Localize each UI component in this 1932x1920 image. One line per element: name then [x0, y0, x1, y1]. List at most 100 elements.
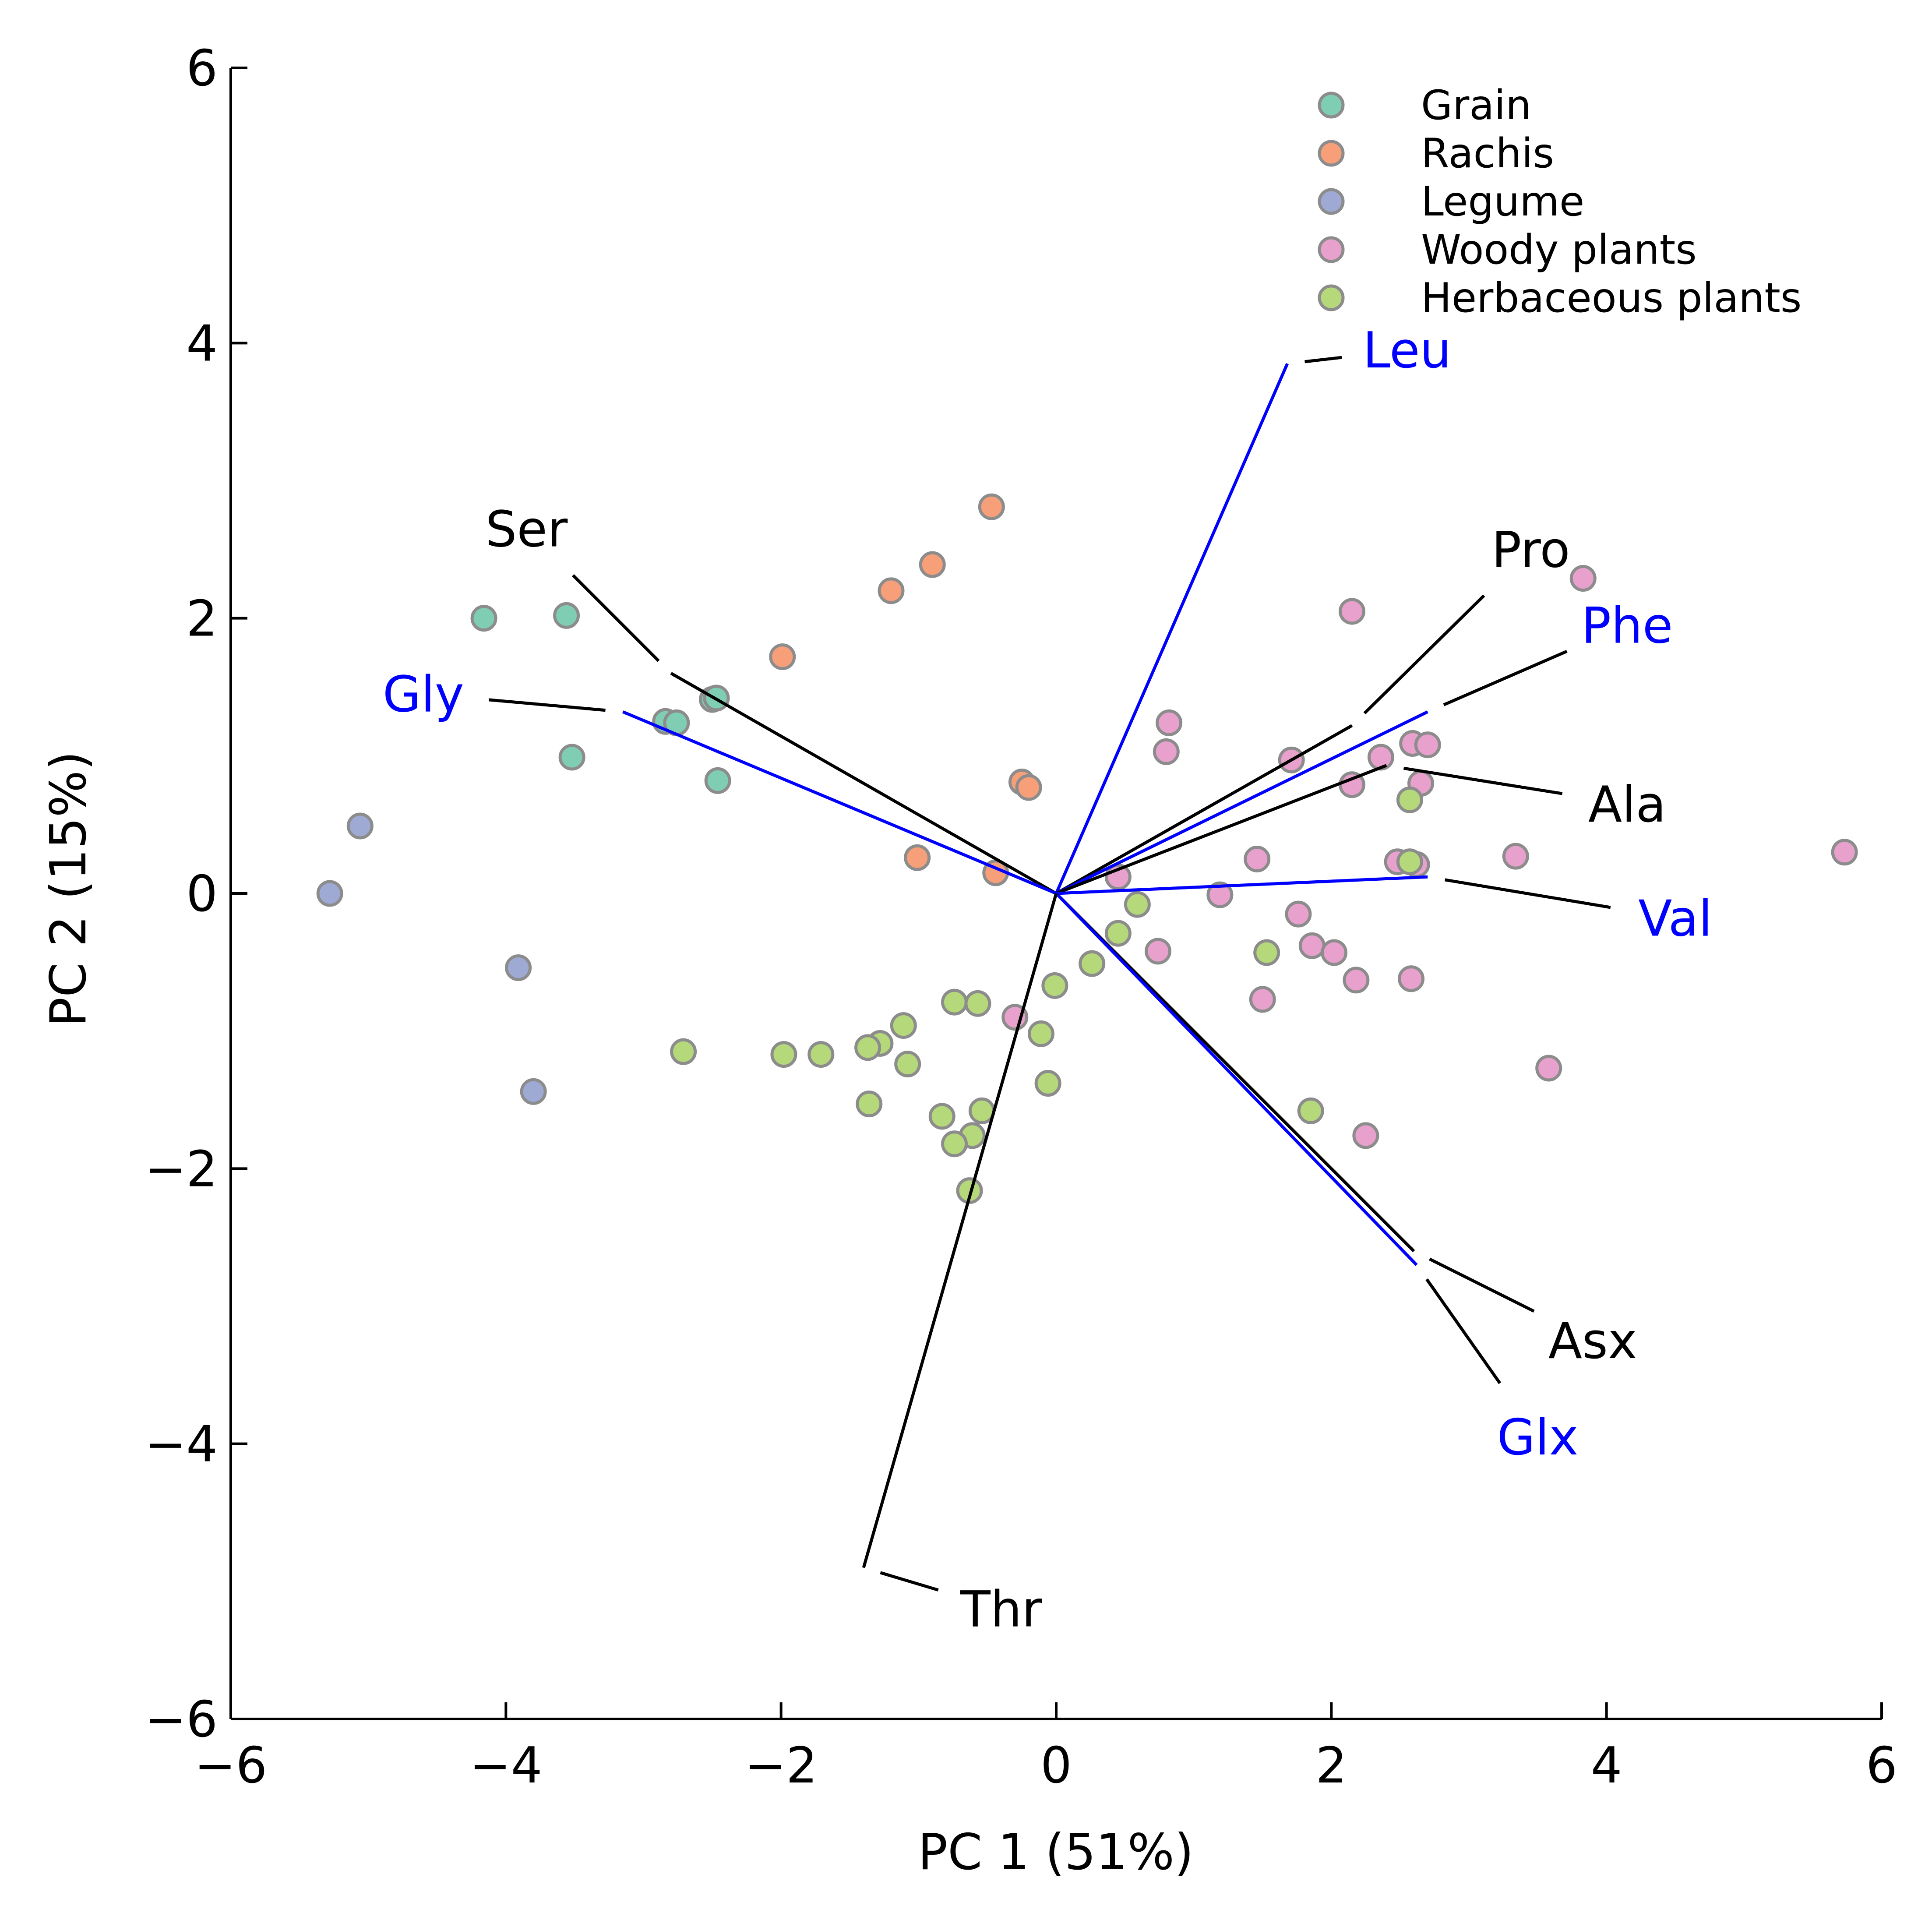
- x-tick-label: 6: [1866, 1736, 1897, 1794]
- data-point-woody-plants: [1321, 939, 1348, 966]
- data-point-herbaceous-plants: [928, 1103, 955, 1130]
- label-connector: [1304, 356, 1342, 364]
- loading-label: Val: [1638, 890, 1712, 948]
- data-point-herbaceous-plants: [1297, 1097, 1324, 1124]
- data-point-legume: [520, 1078, 547, 1105]
- data-point-herbaceous-plants: [854, 1034, 881, 1061]
- series-herbaceous-plants: [670, 786, 1423, 1204]
- loading-leu: Leu: [1054, 321, 1451, 894]
- label-connector: [1443, 649, 1568, 706]
- loading-ser: Ser: [486, 500, 1057, 895]
- data-point-herbaceous-plants: [856, 1091, 883, 1118]
- data-point-legume: [505, 954, 532, 981]
- loading-arrow: [622, 710, 1057, 895]
- data-point-herbaceous-plants: [807, 1041, 835, 1068]
- data-point-herbaceous-plants: [1396, 848, 1423, 875]
- data-point-woody-plants: [1502, 843, 1529, 870]
- data-point-woody-plants: [1398, 965, 1425, 992]
- legend-label: Rachis: [1421, 130, 1554, 177]
- y-axis-label: PC 2 (15%): [39, 751, 97, 1027]
- legend-entry: Woody plants: [1318, 226, 1697, 273]
- data-point-herbaceous-plants: [956, 1177, 983, 1204]
- x-tick-label: −4: [469, 1736, 543, 1794]
- data-point-woody-plants: [1206, 881, 1234, 908]
- y-tick-label: −6: [145, 1691, 218, 1748]
- axes: −6 −4 −2 0 2 4 6 −6 −4 −2 0 2 4 6: [145, 39, 1897, 1794]
- loading-label: Thr: [960, 1581, 1043, 1638]
- data-point-grain: [470, 605, 497, 632]
- legend-label: Woody plants: [1421, 226, 1697, 273]
- legend-entry: Grain: [1318, 81, 1531, 129]
- legend-entry: Legume: [1318, 178, 1584, 225]
- loading-arrow: [1055, 724, 1353, 895]
- x-tick-label: 4: [1591, 1736, 1622, 1794]
- data-point-woody-plants: [1352, 1122, 1379, 1149]
- data-point-woody-plants: [1285, 900, 1312, 928]
- y-tick-label: −2: [145, 1140, 218, 1198]
- data-point-herbaceous-plants: [1034, 1070, 1061, 1097]
- label-connector: [880, 1571, 939, 1592]
- loading-ala: Ala: [1055, 764, 1666, 895]
- data-point-herbaceous-plants: [1253, 939, 1280, 966]
- data-point-herbaceous-plants: [1104, 920, 1132, 947]
- label-connector: [572, 574, 660, 662]
- loading-arrow: [1054, 363, 1289, 894]
- legend-marker: [1318, 236, 1345, 263]
- legend-label: Grain: [1421, 81, 1531, 129]
- y-tick-label: 0: [186, 865, 218, 923]
- label-connector: [488, 698, 606, 712]
- label-connector: [1429, 1257, 1535, 1313]
- x-axis-label: PC 1 (51%): [918, 1823, 1194, 1881]
- label-connector: [1403, 766, 1563, 795]
- data-point-rachis: [1015, 774, 1042, 801]
- data-point-herbaceous-plants: [770, 1041, 797, 1068]
- data-point-woody-plants: [1249, 986, 1276, 1013]
- data-point-herbaceous-plants: [670, 1038, 697, 1065]
- y-tick-label: −4: [145, 1415, 218, 1473]
- loading-thr: Thr: [862, 893, 1058, 1638]
- legend-label: Legume: [1421, 178, 1584, 225]
- data-point-herbaceous-plants: [1124, 891, 1151, 918]
- data-point-rachis: [978, 493, 1005, 520]
- loading-asx: Asx: [1055, 892, 1637, 1370]
- data-point-woody-plants: [1569, 565, 1597, 592]
- legend-label: Herbaceous plants: [1421, 274, 1802, 321]
- loading-glx: Glx: [1055, 892, 1579, 1466]
- loading-pro: Pro: [1055, 521, 1570, 895]
- data-point-herbaceous-plants: [941, 988, 968, 1016]
- data-point-woody-plants: [1831, 839, 1858, 866]
- legend-marker: [1318, 92, 1345, 119]
- x-tick-label: −6: [194, 1736, 268, 1794]
- data-point-woody-plants: [1298, 932, 1326, 959]
- loading-label: Pro: [1491, 521, 1570, 579]
- loading-gly: Gly: [383, 665, 1057, 895]
- data-point-woody-plants: [1338, 598, 1365, 625]
- data-point-legume: [346, 812, 374, 840]
- data-point-grain: [704, 767, 731, 794]
- legend-entry: Herbaceous plants: [1318, 274, 1802, 321]
- legend-marker: [1318, 284, 1345, 311]
- data-point-legume: [316, 880, 343, 907]
- loading-arrow: [1055, 764, 1387, 895]
- loading-arrow: [1055, 710, 1428, 895]
- loading-label: Ser: [486, 500, 568, 558]
- data-point-grain: [558, 744, 585, 771]
- loading-label: Gly: [383, 665, 464, 723]
- series-grain: [470, 602, 731, 794]
- data-point-rachis: [878, 577, 905, 604]
- loading-arrow: [1055, 892, 1418, 1266]
- data-point-herbaceous-plants: [894, 1051, 921, 1078]
- x-tick-label: 0: [1040, 1736, 1072, 1794]
- data-point-herbaceous-plants: [890, 1012, 917, 1039]
- data-point-rachis: [769, 643, 796, 671]
- loading-label: Phe: [1581, 596, 1673, 654]
- loading-arrow: [862, 893, 1058, 1568]
- data-point-rachis: [919, 551, 946, 578]
- data-point-woody-plants: [1414, 731, 1441, 759]
- loading-label: Leu: [1363, 321, 1451, 379]
- label-connector: [1363, 594, 1485, 715]
- loading-arrow: [670, 672, 1057, 895]
